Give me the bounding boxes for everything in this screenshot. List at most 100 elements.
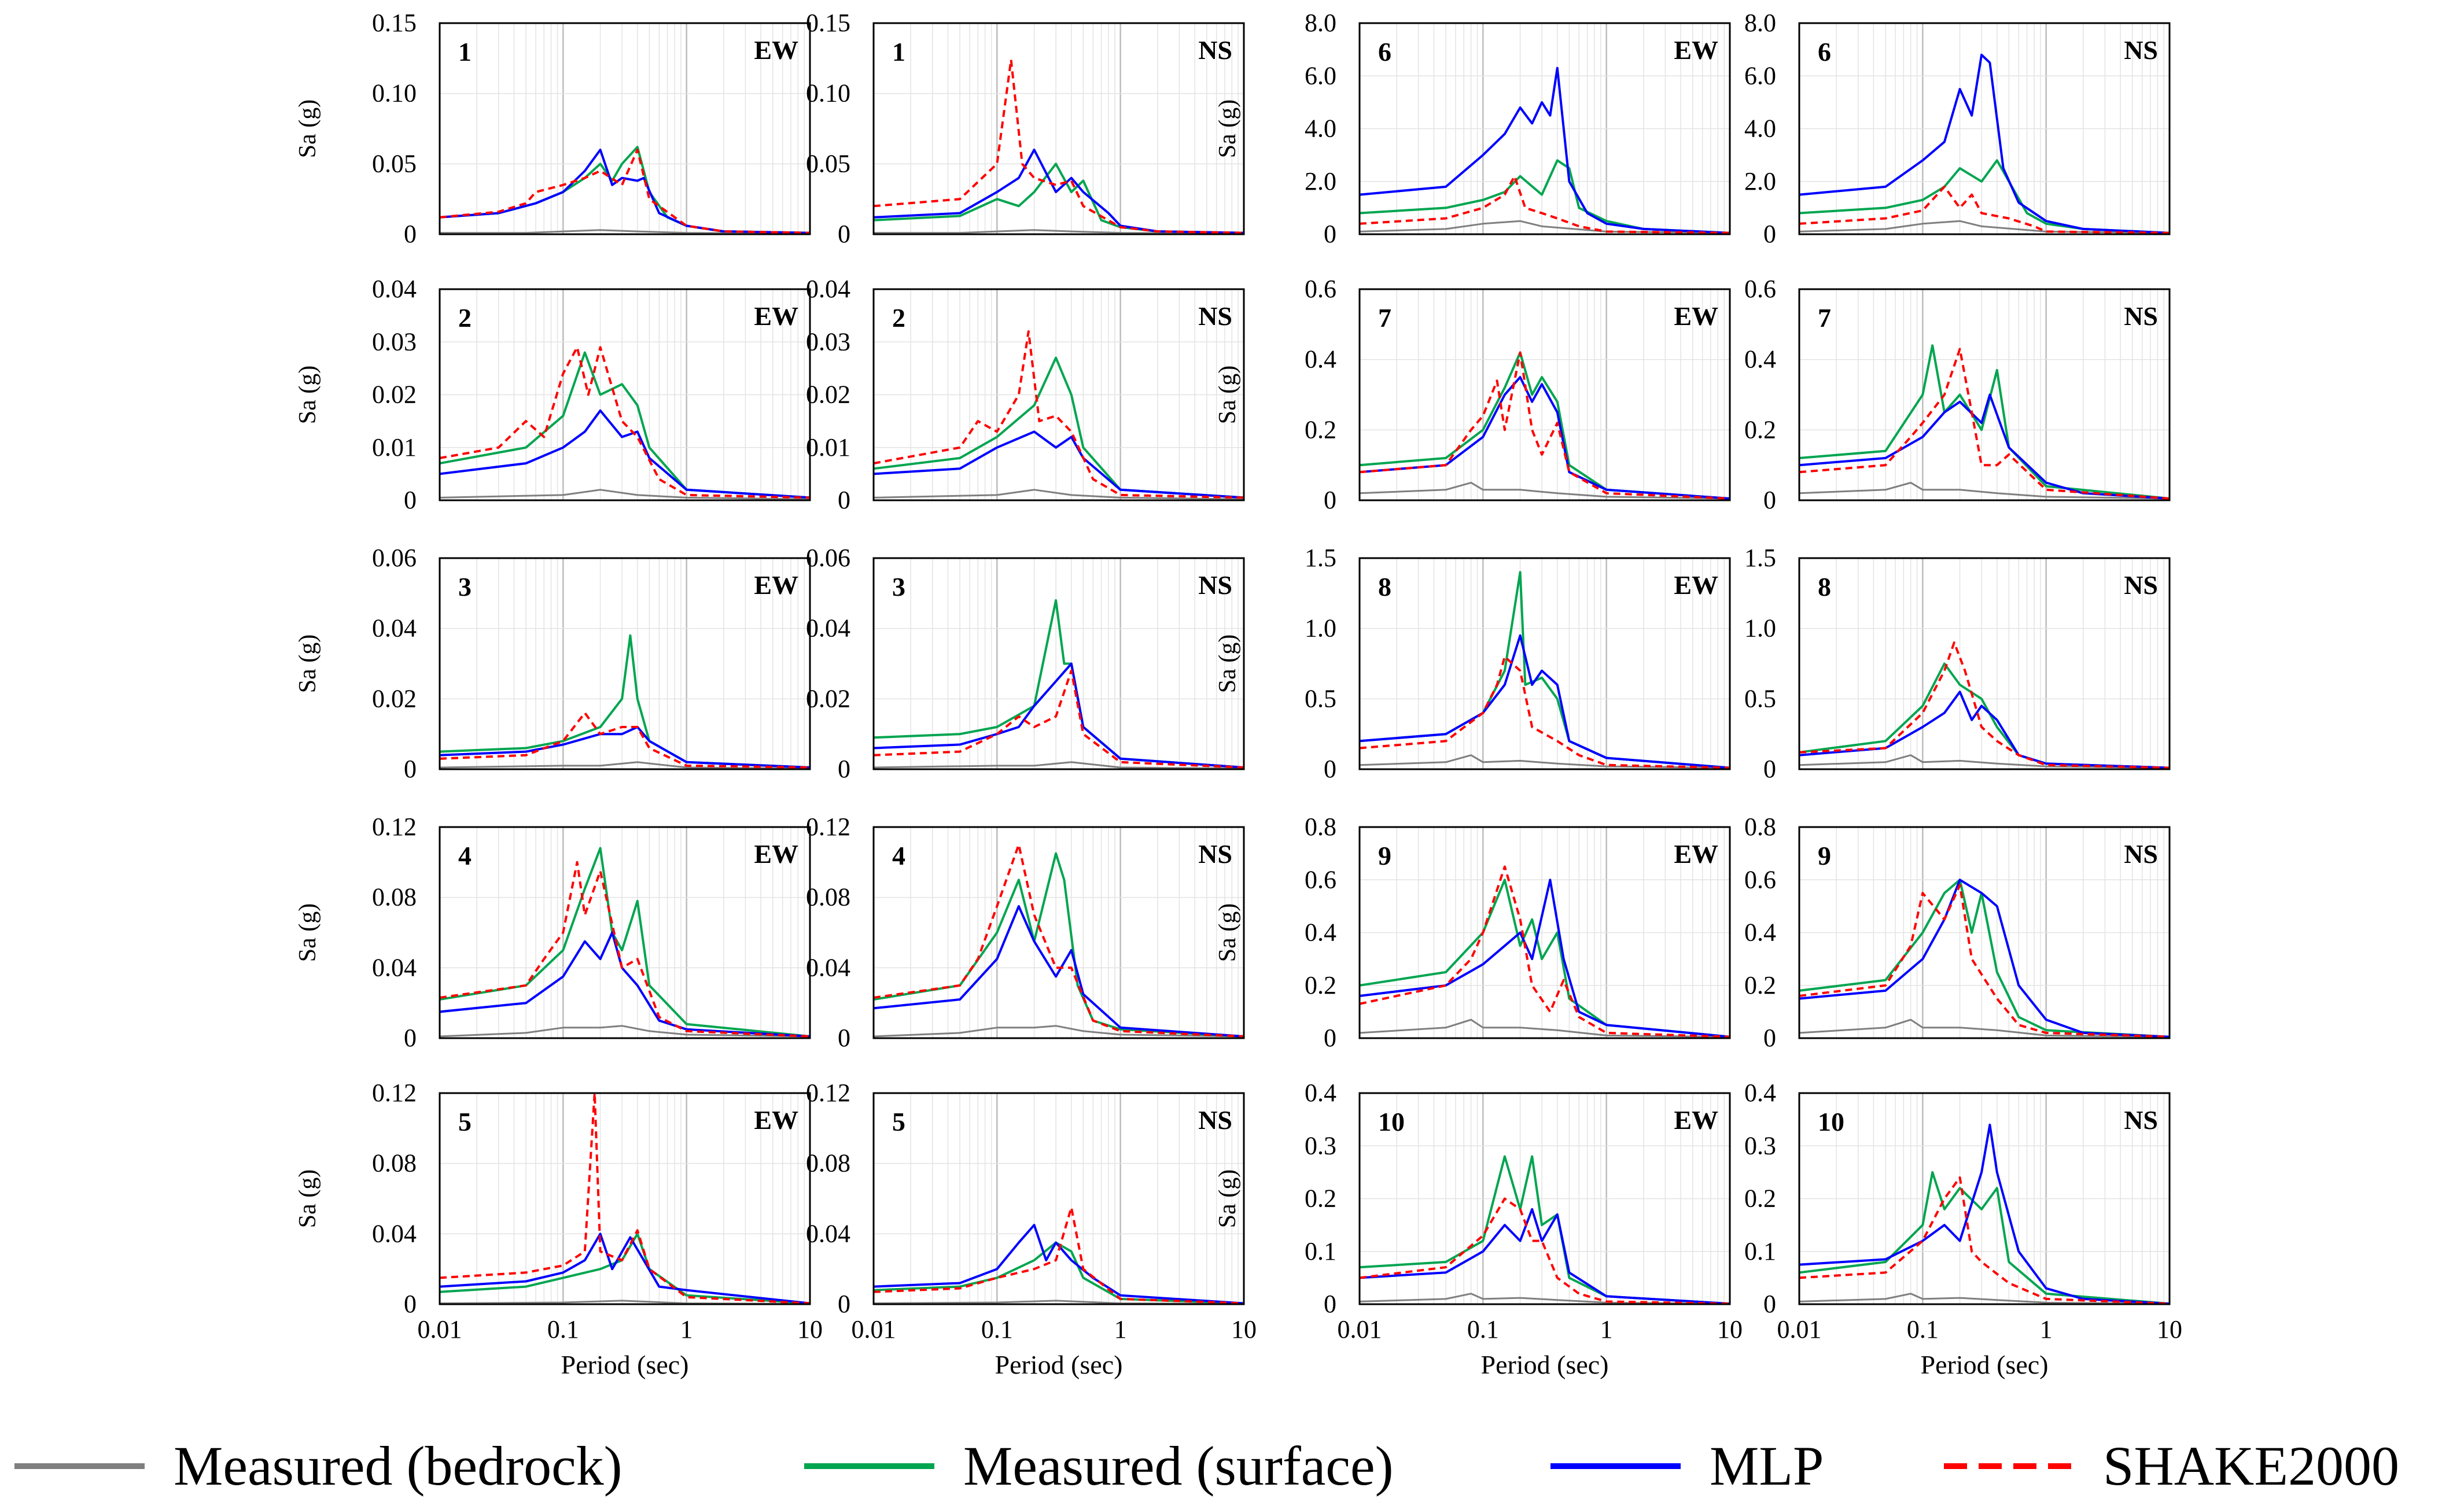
series-line-shake [1799,348,2170,500]
y-tick-label: 0.08 [806,1149,850,1178]
panel-5-ns: 5 NS 0 0.04 0.08 0.12 0.01 0.1 1 10 Period (sec) [806,1079,1257,1379]
panel-number: 2 [458,303,472,333]
component-label: NS [2124,839,2158,869]
y-tick-label: 0 [838,486,850,514]
series-line-surface [439,351,811,499]
panel-number: 8 [1818,572,1831,601]
y-axis-label: Sa (g) [1214,366,1241,424]
y-tick-label: 0.04 [372,953,417,981]
x-tick-label: 0.1 [981,1315,1013,1344]
panel-number: 8 [1378,572,1391,601]
panel-9-ns: 9 NS 0 0.2 0.4 0.6 0.8 [1744,813,2171,1052]
panel-3-ew: 3 EW 0 0.02 0.04 0.06 Sa (g) [294,544,811,783]
component-label: NS [1198,570,1232,600]
plot-frame [1358,22,1731,235]
panel-7-ns: 7 NS 0 0.2 0.4 0.6 [1744,275,2171,514]
panel-number: 1 [458,37,472,67]
component-label: NS [1198,35,1232,65]
x-axis-label: Period (sec) [1481,1350,1609,1379]
y-tick-label: 0.4 [1744,918,1776,947]
y-axis-label: Sa (g) [294,1169,321,1228]
series-line-bedrock [873,761,1244,770]
x-tick-label: 0.01 [852,1315,896,1344]
y-tick-label: 0.6 [1744,865,1776,894]
y-tick-label: 4.0 [1305,115,1336,143]
y-tick-label: 2.0 [1305,167,1336,195]
panel-6-ew: 6 EW 0 2.0 4.0 6.0 8.0 Sa (g) [1214,9,1731,248]
y-tick-label: 0.02 [372,381,417,409]
plot-frame [872,826,1245,1039]
series-line-bedrock [1359,482,1730,500]
y-tick-label: 0.6 [1305,865,1336,894]
y-tick-label: 0.04 [372,1219,417,1248]
y-axis-label: Sa (g) [294,634,321,693]
series-line-shake [1359,865,1730,1038]
x-tick-label: 1 [1114,1315,1127,1344]
series-line-shake [1799,641,2170,769]
y-tick-label: 0.15 [806,9,850,37]
y-tick-label: 0.10 [372,79,417,108]
y-tick-label: 0.04 [806,953,850,981]
plot-frame [1358,826,1731,1039]
y-tick-label: 0.15 [372,9,417,37]
panel-1-ew: 1 EW 0 0.05 0.10 0.15 Sa (g) [294,9,811,248]
component-label: NS [2124,1105,2158,1135]
panel-number: 3 [458,572,472,601]
y-tick-label: 0 [1763,486,1776,514]
y-tick-label: 0.08 [372,883,417,911]
panel-number: 4 [892,841,905,870]
series-line-bedrock [1799,1018,2170,1038]
plot-frame [872,557,1245,770]
series-line-surface [439,634,811,769]
panel-number: 2 [892,303,905,333]
component-label: EW [754,301,798,331]
series-line-bedrock [1799,220,2170,234]
series-line-shake [873,1206,1244,1305]
plot-frame [1798,557,2171,770]
y-tick-label: 0.03 [372,327,417,356]
series-line-mlp [1799,393,2170,500]
x-axis-label: Period (sec) [561,1350,689,1379]
y-tick-label: 0 [1763,755,1776,783]
series-line-surface [873,356,1244,499]
series-line-bedrock [1359,1293,1730,1305]
y-tick-label: 0.12 [806,813,850,841]
plot-frame [439,22,811,235]
x-tick-label: 1 [680,1315,693,1344]
panel-2-ew: 2 EW 0 0.01 0.02 0.03 0.04 Sa (g) [294,275,811,514]
y-tick-label: 0.04 [372,614,417,643]
series-line-mlp [1799,879,2170,1038]
series-line-bedrock [439,489,811,500]
plot-frame [1798,288,2171,501]
panel-3-ns: 3 NS 0 0.02 0.04 0.06 [806,544,1245,783]
plot-frame [1358,1092,1731,1305]
series-line-mlp [1799,1123,2170,1305]
series-line-surface [873,852,1244,1038]
component-label: NS [1198,301,1232,331]
y-axis-label: Sa (g) [1214,1169,1241,1228]
legend-label-surface: Measured (surface) [963,1435,1394,1497]
series-line-surface [873,163,1244,234]
series-line-surface [1359,351,1730,500]
series-line-shake [1799,884,2170,1038]
y-tick-label: 0 [404,1024,417,1052]
x-axis-label: Period (sec) [995,1350,1123,1379]
panel-number: 5 [892,1107,905,1136]
x-tick-label: 10 [2157,1315,2182,1344]
series-line-surface [1799,879,2170,1038]
y-tick-label: 0.06 [806,544,850,572]
y-tick-label: 0.01 [806,433,850,462]
x-axis-label: Period (sec) [1921,1350,2049,1379]
series-line-bedrock [440,229,811,235]
x-tick-label: 1 [2040,1315,2053,1344]
y-tick-label: 0 [1324,220,1336,248]
series-line-surface [1799,1171,2170,1305]
y-tick-label: 0 [1324,486,1336,514]
component-label: EW [1674,35,1718,65]
plot-frame [1798,826,2171,1039]
series-line-mlp [873,149,1244,234]
panel-8-ns: 8 NS 0 0.5 1.0 1.5 [1744,544,2171,783]
x-tick-label: 10 [1717,1315,1743,1344]
y-tick-label: 8.0 [1744,9,1776,37]
series-line-mlp [873,430,1244,499]
